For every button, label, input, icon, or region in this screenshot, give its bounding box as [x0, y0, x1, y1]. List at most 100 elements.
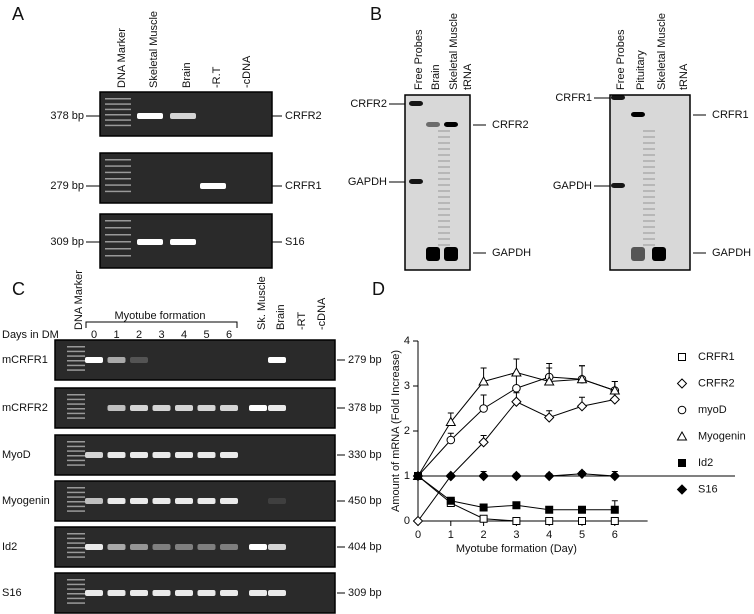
panel-label: D	[372, 279, 385, 299]
marker	[609, 394, 621, 405]
group-bracket	[85, 321, 238, 328]
ladder-band	[67, 412, 85, 415]
smear	[643, 178, 655, 180]
size-label: 404 bp	[348, 541, 382, 553]
gene-label: Id2	[2, 541, 17, 553]
probe-label: GAPDH	[348, 176, 387, 188]
band	[652, 247, 666, 261]
ladder-band	[67, 355, 85, 357]
band	[170, 113, 196, 119]
ladder-band	[105, 119, 131, 121]
ladder-band	[105, 159, 131, 161]
band	[268, 357, 286, 363]
band	[152, 498, 171, 504]
smear	[643, 238, 655, 240]
legend-label: myoD	[698, 404, 727, 416]
lane-label: tRNA	[678, 63, 690, 90]
day-label: 3	[158, 329, 164, 341]
ladder-band	[105, 103, 131, 105]
marker	[478, 375, 489, 386]
ladder-band	[67, 364, 85, 367]
smear	[438, 214, 450, 216]
band	[444, 122, 458, 127]
marker	[578, 517, 586, 525]
band	[220, 544, 238, 550]
band	[85, 452, 103, 458]
smear	[643, 184, 655, 186]
smear	[438, 142, 450, 144]
band	[137, 113, 163, 119]
band	[268, 544, 286, 550]
lane-label: Brain	[430, 64, 442, 90]
size-label: 450 bp	[348, 495, 382, 507]
gel	[54, 526, 336, 568]
y-tick-label: 3	[404, 380, 410, 392]
panel-label: A	[12, 4, 24, 24]
band	[152, 544, 171, 550]
marker	[478, 470, 489, 482]
smear	[438, 154, 450, 156]
smear	[643, 154, 655, 156]
band	[107, 452, 126, 458]
size-label: 279 bp	[348, 354, 382, 366]
marker	[545, 517, 554, 525]
size-label: 330 bp	[348, 449, 382, 461]
ladder-band	[67, 408, 85, 410]
smear	[438, 172, 450, 174]
day-label: 2	[136, 329, 142, 341]
ladder-band	[67, 441, 85, 443]
band	[197, 544, 216, 550]
marker	[512, 383, 521, 393]
band	[107, 405, 126, 411]
ladder-band	[67, 602, 85, 604]
marker	[610, 517, 619, 525]
band	[175, 498, 193, 504]
y-tick-label: 4	[404, 335, 410, 347]
band	[631, 247, 645, 261]
smear	[438, 208, 450, 210]
smear	[438, 184, 450, 186]
ladder-band	[105, 234, 131, 236]
day-label: 6	[226, 329, 232, 341]
lane-label: DNA Marker	[73, 270, 85, 330]
x-tick-label: 4	[546, 529, 552, 541]
smear	[438, 202, 450, 204]
smear	[438, 148, 450, 150]
smear	[438, 130, 450, 132]
smear	[643, 190, 655, 192]
marker	[512, 517, 521, 525]
lane-label: Brain	[181, 62, 193, 88]
band	[107, 544, 126, 550]
day-label: 5	[203, 329, 209, 341]
band	[85, 498, 103, 504]
ladder-band	[67, 464, 85, 466]
band	[137, 239, 163, 245]
ladder-band	[105, 165, 131, 167]
band	[249, 590, 267, 596]
ladder-band	[67, 542, 85, 544]
band	[249, 544, 267, 550]
probe-label: GAPDH	[553, 180, 592, 192]
marker	[576, 401, 588, 412]
lane-label: Pituitary	[635, 50, 647, 90]
band	[220, 405, 238, 411]
legend-label: S16	[698, 483, 718, 495]
ladder-band	[105, 98, 131, 100]
band	[220, 498, 238, 504]
marker	[446, 496, 455, 505]
y-tick-label: 2	[404, 425, 410, 437]
marker	[543, 375, 555, 386]
smear	[438, 220, 450, 222]
legend-marker	[676, 430, 688, 441]
ladder-band	[105, 190, 131, 193]
smear	[643, 148, 655, 150]
ladder-band	[105, 184, 131, 186]
ladder-band	[67, 394, 85, 396]
smear	[643, 232, 655, 234]
lane-label: Skeletal Muscle	[448, 13, 460, 90]
product-label: GAPDH	[492, 247, 531, 259]
ladder-band	[67, 369, 85, 371]
ladder-band	[105, 248, 131, 250]
marker	[445, 470, 457, 482]
